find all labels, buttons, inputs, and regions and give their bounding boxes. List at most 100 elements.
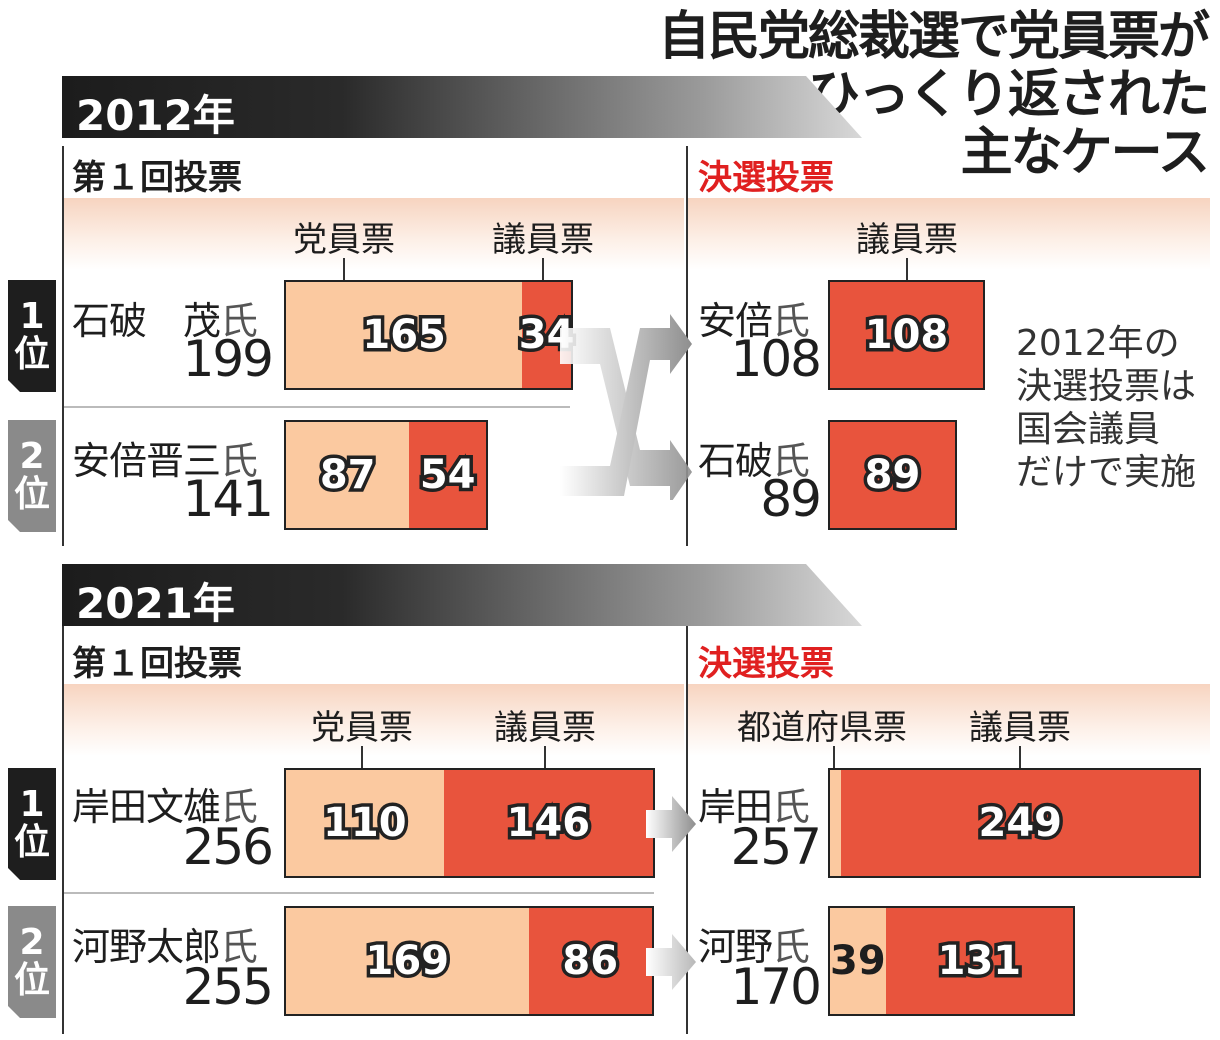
party-votes-segment: 169 [286, 908, 529, 1014]
runoff-heading-2021: 決選投票 [698, 644, 834, 684]
candidate-name: 安倍晋三氏 [72, 430, 258, 485]
honorific: 氏 [772, 925, 810, 969]
honorific: 氏 [772, 439, 810, 483]
header-band-2012-runoff [688, 198, 1210, 270]
data-label: 108 [861, 309, 951, 362]
year-banner-2012: 2012年 [62, 76, 862, 138]
row-divider [64, 892, 654, 894]
party-votes-segment: 39 [830, 908, 886, 1014]
runoff-candidate-name: 河野氏 [698, 916, 810, 971]
title-line-3: 主なケース [960, 123, 1210, 183]
member-votes-segment: 146 [443, 770, 653, 876]
year-label-2021: 2021年 [76, 579, 235, 628]
member-votes-segment: 249 [841, 770, 1199, 876]
data-label: 87 [316, 449, 379, 502]
candidate-name-text: 岸田 [698, 785, 773, 829]
rank-badge-1: 1 位 [8, 280, 56, 392]
member-votes-label-2012: 議員票 [492, 220, 594, 260]
honorific: 氏 [220, 439, 258, 483]
runoff-candidate-name: 石破氏 [698, 430, 810, 485]
candidate-total: 199 [182, 330, 274, 388]
member-votes-segment: 86 [528, 908, 652, 1014]
runoff-total: 108 [730, 330, 822, 388]
tick [906, 258, 908, 280]
runoff-member-votes-label-2012: 議員票 [856, 220, 958, 260]
tick [833, 746, 835, 768]
chart-title: 自民党総裁選で党員票が ひっくり返された 主なケース [657, 7, 1210, 183]
party-votes-segment: 87 [286, 422, 410, 528]
bar-2021-first-2: 169 86 [284, 906, 654, 1016]
data-label: 169 [362, 935, 452, 988]
arrow-2021-1 [646, 796, 696, 852]
row-divider [64, 406, 570, 408]
rank-suffix: 位 [13, 474, 50, 515]
data-label: 249 [975, 797, 1065, 850]
party-votes-label-2012: 党員票 [293, 220, 395, 260]
runoff-total: 257 [730, 818, 822, 876]
candidate-name-text: 河野太郎 [72, 925, 221, 969]
honorific: 氏 [220, 785, 258, 829]
honorific: 氏 [220, 299, 258, 343]
data-label: 110 [320, 797, 410, 850]
party-votes-segment: 8 [830, 770, 877, 876]
honorific: 氏 [772, 299, 810, 343]
tick [361, 746, 363, 768]
header-band-2021-runoff [688, 684, 1210, 756]
tick [1019, 746, 1021, 768]
candidate-total: 255 [182, 958, 274, 1016]
honorific: 氏 [772, 785, 810, 829]
candidate-total: 141 [182, 470, 274, 528]
first-round-heading-2021: 第１回投票 [72, 644, 242, 684]
party-votes-segment: 165 [286, 282, 523, 388]
data-label: 131 [934, 935, 1024, 988]
bar-2012-first-1: 165 34 [284, 280, 578, 390]
section-line-left-2021 [62, 626, 64, 1034]
data-label: 89 [861, 449, 924, 502]
rank-badge-2: 2 位 [8, 906, 56, 1018]
candidate-name-text: 岸田文雄 [72, 785, 221, 829]
section-line-left-2012 [62, 146, 64, 546]
first-round-heading-2012: 第１回投票 [72, 158, 242, 198]
rank-badge-2: 2 位 [8, 420, 56, 532]
data-label: 54 [416, 449, 479, 502]
note-line: 2012年の [1016, 323, 1180, 364]
note-line: 国会議員 [1016, 409, 1161, 450]
member-votes-segment: 54 [409, 422, 486, 528]
member-votes-segment: 89 [830, 422, 955, 528]
rank-suffix: 位 [13, 960, 50, 1001]
title-line-2: ひっくり返された [807, 65, 1210, 125]
bar-2012-runoff-2: 89 [828, 420, 957, 530]
prefecture-votes-label-2021: 都道府県票 [737, 708, 907, 748]
rank-number: 1 [19, 296, 45, 337]
data-label: 39 [830, 938, 886, 984]
runoff-heading-2012: 決選投票 [698, 158, 834, 198]
bar-2012-runoff-1: 108 [828, 280, 985, 390]
header-band-2012-first [64, 198, 684, 270]
data-label: 146 [503, 797, 593, 850]
rank-suffix: 位 [13, 822, 50, 863]
note-line: 決選投票は [1016, 366, 1197, 407]
tick [542, 258, 544, 280]
rank-number: 2 [19, 922, 45, 963]
runoff-total: 89 [760, 470, 822, 528]
note-2012: 2012年の 決選投票は 国会議員 だけで実施 [1016, 322, 1196, 494]
tick [544, 746, 546, 768]
member-votes-label-2021: 議員票 [494, 708, 596, 748]
party-votes-label-2021: 党員票 [311, 708, 413, 748]
title-line-1: 自民党総裁選で党員票が [657, 7, 1210, 67]
member-votes-segment: 108 [830, 282, 983, 388]
crossing-arrows-2012 [560, 314, 692, 500]
rank-number: 1 [19, 784, 45, 825]
header-band-2021-first [64, 684, 684, 756]
rank-suffix: 位 [13, 334, 50, 375]
bar-2021-runoff-2: 39 131 [828, 906, 1075, 1016]
candidate-total: 256 [182, 818, 274, 876]
candidate-name-text: 河野 [698, 925, 773, 969]
candidate-name-text: 石破 茂 [72, 299, 221, 343]
bar-2021-runoff-1: 8 249 [828, 768, 1201, 878]
candidate-name: 石破 茂氏 [72, 290, 258, 345]
party-votes-segment: 110 [286, 770, 444, 876]
candidate-name-text: 安倍晋三 [72, 439, 221, 483]
year-banner-2021: 2021年 [62, 564, 862, 626]
runoff-member-votes-label-2021: 議員票 [969, 708, 1071, 748]
